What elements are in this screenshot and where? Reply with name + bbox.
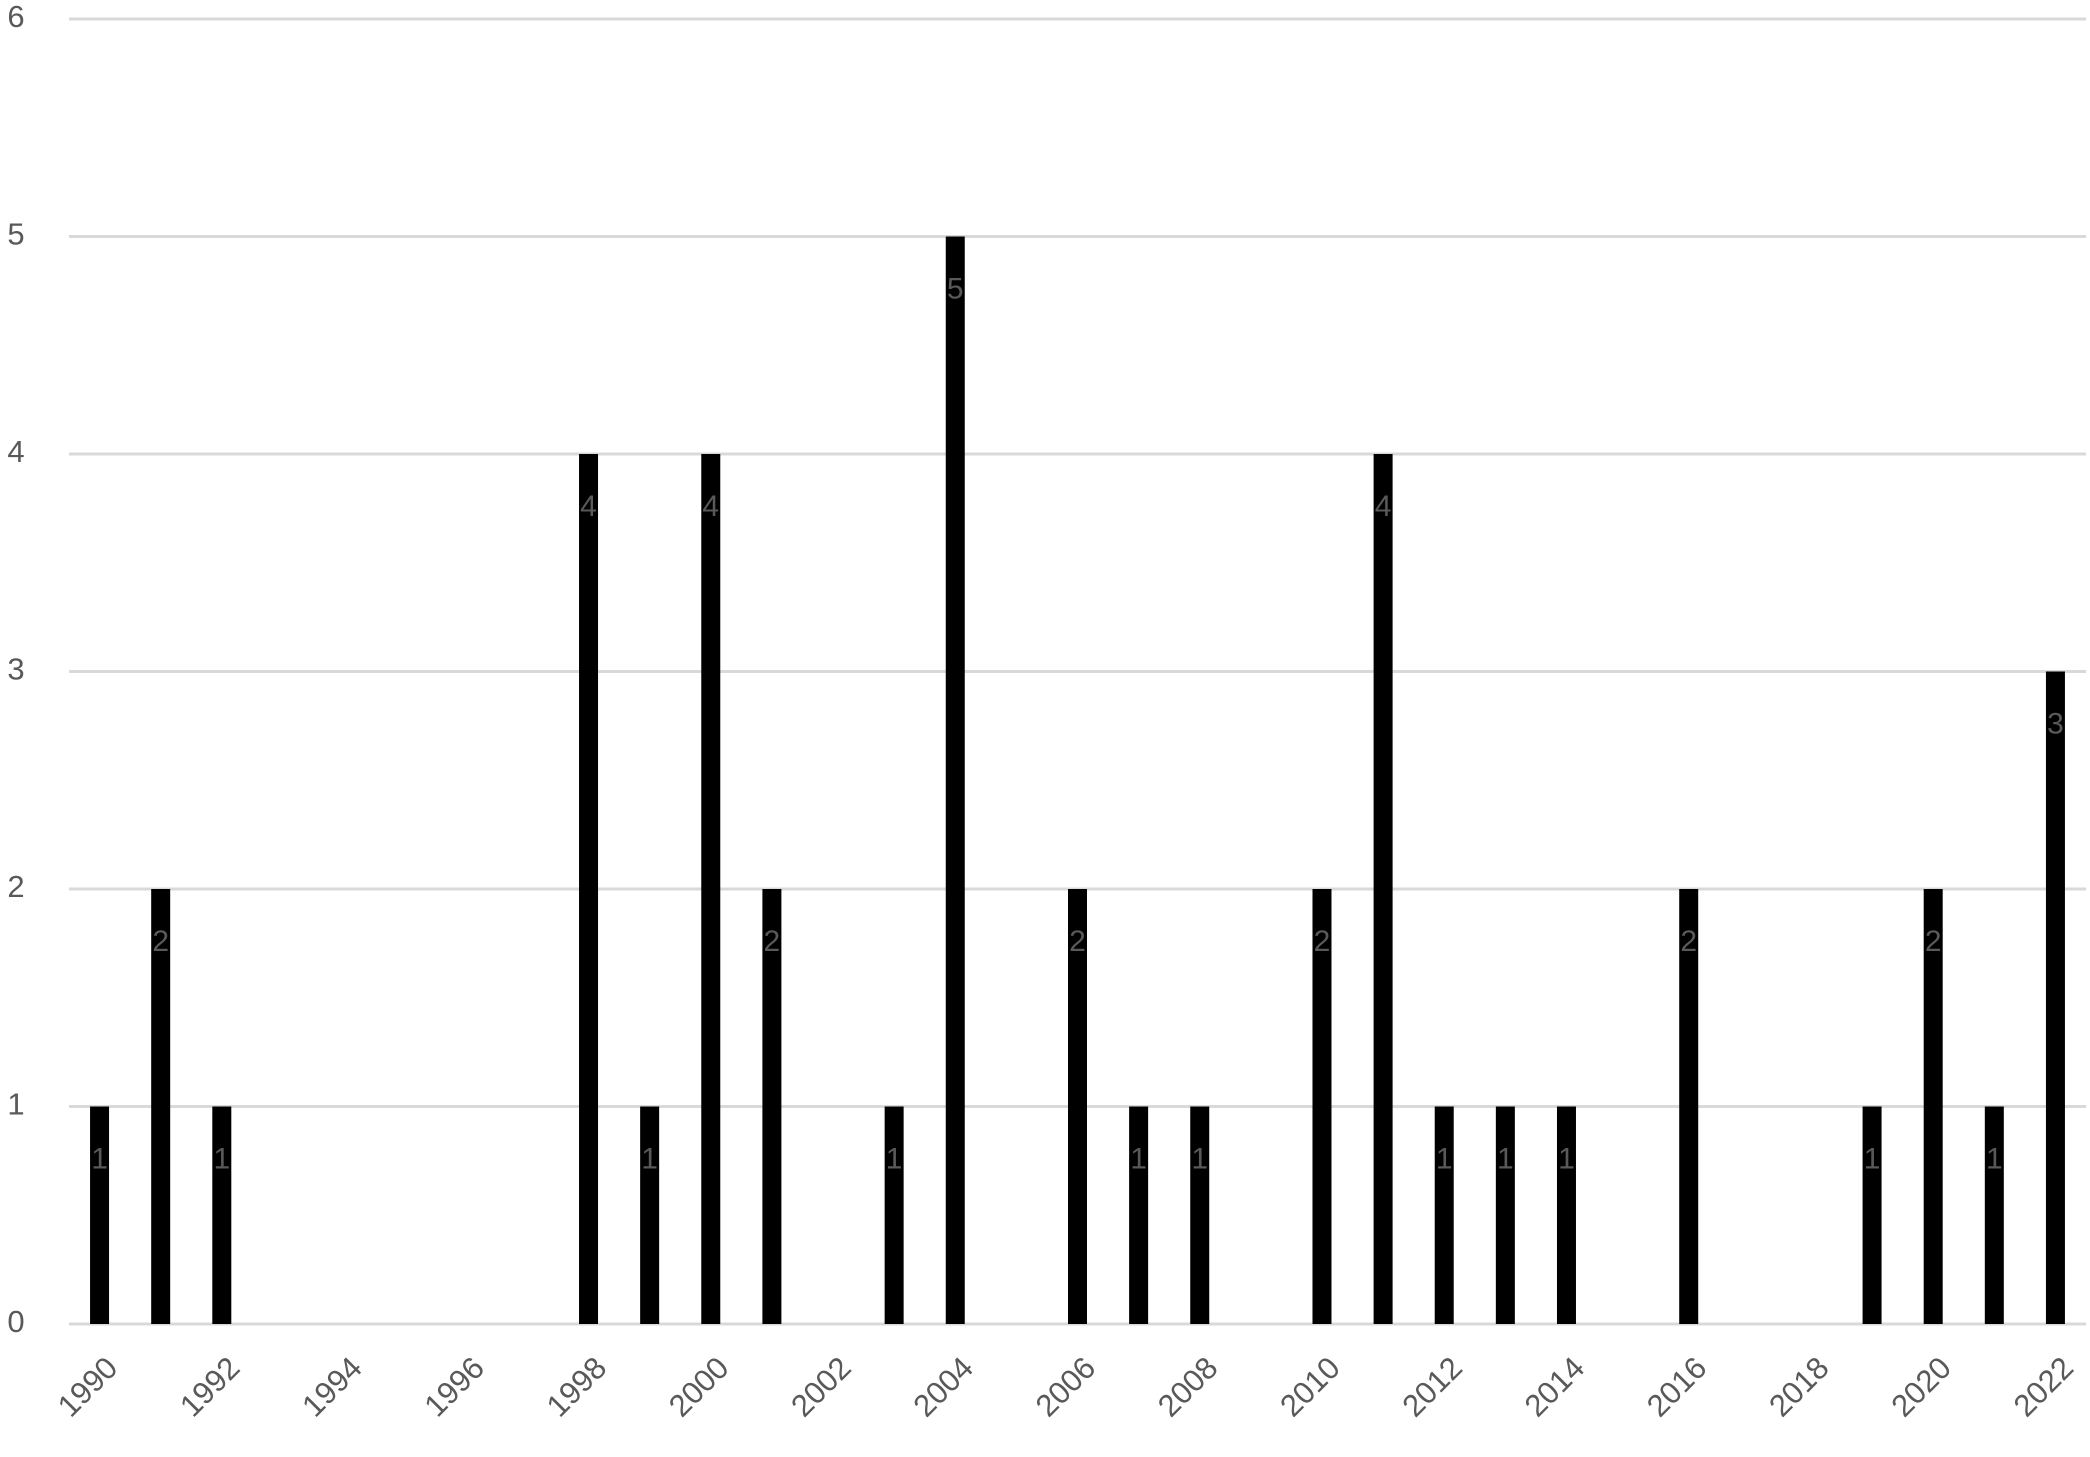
data-label: 1 bbox=[1497, 1142, 1514, 1175]
data-label: 1 bbox=[886, 1142, 903, 1175]
bar bbox=[945, 236, 965, 1324]
bar bbox=[1679, 889, 1699, 1324]
x-tick-label: 2016 bbox=[1640, 1350, 1714, 1424]
data-label: 4 bbox=[702, 490, 719, 523]
data-label: 1 bbox=[1986, 1142, 2003, 1175]
data-label: 1 bbox=[641, 1142, 658, 1175]
data-label: 1 bbox=[1130, 1142, 1147, 1175]
bar bbox=[884, 1106, 904, 1324]
bar bbox=[1129, 1106, 1149, 1324]
data-label: 3 bbox=[2047, 707, 2064, 740]
bar bbox=[151, 889, 171, 1324]
bar bbox=[90, 1106, 110, 1324]
data-label: 1 bbox=[213, 1142, 230, 1175]
bar bbox=[2045, 671, 2065, 1324]
y-tick-label: 5 bbox=[7, 217, 24, 252]
y-tick-label: 6 bbox=[7, 0, 24, 34]
x-tick-label: 2008 bbox=[1151, 1350, 1225, 1424]
x-tick-label: 2000 bbox=[662, 1350, 736, 1424]
bar bbox=[1495, 1106, 1515, 1324]
x-tick-label: 1990 bbox=[51, 1350, 125, 1424]
x-tick-label: 1994 bbox=[295, 1350, 369, 1424]
data-label: 1 bbox=[1558, 1142, 1575, 1175]
data-label: 1 bbox=[91, 1142, 108, 1175]
y-tick-label: 1 bbox=[7, 1087, 24, 1122]
bar bbox=[701, 454, 721, 1324]
x-tick-label: 1998 bbox=[540, 1350, 614, 1424]
x-tick-label: 2006 bbox=[1029, 1350, 1103, 1424]
data-label: 5 bbox=[947, 272, 964, 305]
data-label: 2 bbox=[764, 925, 781, 958]
x-tick-label: 2004 bbox=[906, 1350, 980, 1424]
y-tick-label: 3 bbox=[7, 652, 24, 687]
x-tick-label: 2020 bbox=[1884, 1350, 1958, 1424]
data-label: 1 bbox=[1436, 1142, 1453, 1175]
bar bbox=[212, 1106, 232, 1324]
data-label: 2 bbox=[1069, 925, 1086, 958]
bar bbox=[640, 1106, 660, 1324]
x-tick-label: 1992 bbox=[173, 1350, 247, 1424]
bar bbox=[1984, 1106, 2004, 1324]
x-tick-label: 2012 bbox=[1395, 1350, 1469, 1424]
y-tick-label: 0 bbox=[7, 1304, 24, 1339]
x-tick-label: 2018 bbox=[1762, 1350, 1836, 1424]
data-label: 1 bbox=[1864, 1142, 1881, 1175]
x-tick-label: 2002 bbox=[784, 1350, 858, 1424]
y-tick-label: 2 bbox=[7, 869, 24, 904]
bar bbox=[1434, 1106, 1454, 1324]
data-label: 2 bbox=[1925, 925, 1942, 958]
bar bbox=[1373, 454, 1393, 1324]
x-tick-label: 2010 bbox=[1273, 1350, 1347, 1424]
bar bbox=[1556, 1106, 1576, 1324]
bar bbox=[1862, 1106, 1882, 1324]
data-label: 2 bbox=[1680, 925, 1697, 958]
data-label: 4 bbox=[1375, 490, 1392, 523]
bar bbox=[1923, 889, 1943, 1324]
bar bbox=[1312, 889, 1332, 1324]
x-tick-label: 2022 bbox=[2007, 1350, 2081, 1424]
x-tick-label: 1996 bbox=[418, 1350, 492, 1424]
y-tick-label: 4 bbox=[7, 434, 24, 469]
data-label: 1 bbox=[1191, 1142, 1208, 1175]
x-tick-label: 2014 bbox=[1518, 1350, 1592, 1424]
bar bbox=[762, 889, 782, 1324]
bar bbox=[1068, 889, 1087, 1324]
bar bbox=[1190, 1106, 1210, 1324]
data-label: 4 bbox=[580, 490, 597, 523]
bar bbox=[579, 454, 599, 1324]
data-label: 2 bbox=[1314, 925, 1331, 958]
data-label: 2 bbox=[152, 925, 169, 958]
